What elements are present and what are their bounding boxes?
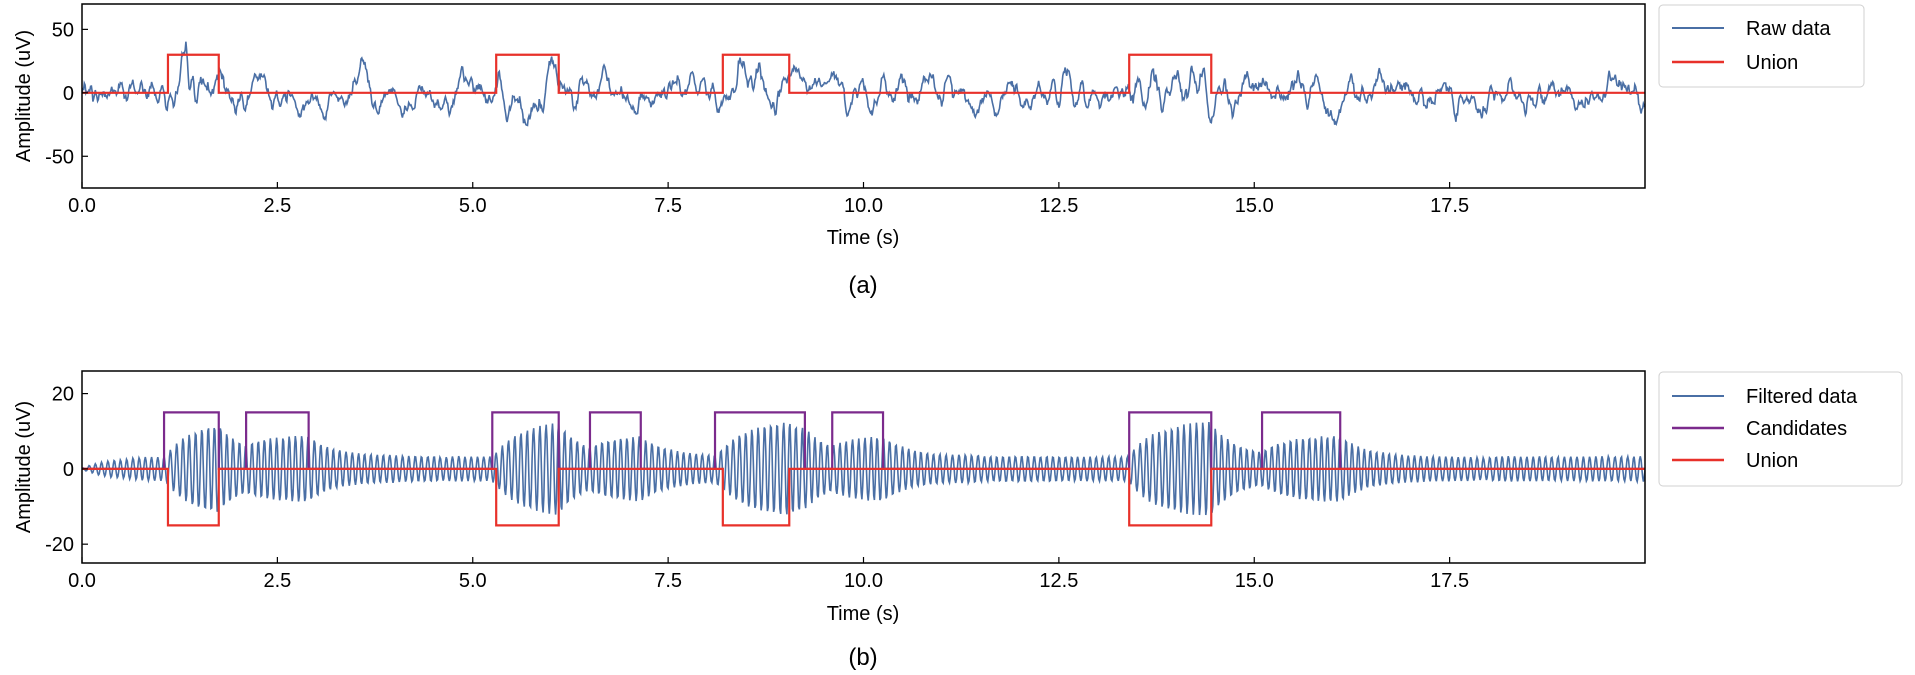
y-tick-label: -20 [45, 534, 74, 556]
panel-a-axes-frame [81, 3, 1646, 189]
panel-b-caption: (b) [848, 644, 877, 671]
panel-a-caption: (a) [848, 272, 877, 299]
x-tick-label: 15.0 [1235, 195, 1274, 217]
panel-a-ticks: 0.0 2.5 5.0 7.5 10.0 12.5 15.0 17.5 50 0 -50 [45, 19, 1469, 217]
panel-b-ylabel: Amplitude (uV) [13, 401, 35, 533]
panel-b-marks [82, 411, 1645, 527]
panel-a: 0.0 2.5 5.0 7.5 10.0 12.5 15.0 17.5 50 0 -50 Ampli… [13, 3, 1865, 299]
x-tick-label: 10.0 [844, 570, 883, 592]
panel-b-xlabel: Time (s) [827, 603, 900, 625]
legend-label-union: Union [1746, 52, 1798, 74]
y-tick-label: 50 [52, 19, 74, 41]
x-tick-label: 0.0 [68, 195, 96, 217]
legend-label-candidates: Candidates [1746, 418, 1847, 440]
panel-a-xlabel: Time (s) [827, 227, 900, 249]
legend-label-filtered-data: Filtered data [1746, 386, 1858, 408]
series-filtered-data [82, 421, 1645, 516]
panel-b-ticks: 0.0 2.5 5.0 7.5 10.0 12.5 15.0 17.5 20 0 -20 [45, 384, 1469, 592]
panel-a-legend: Raw data Union [1658, 4, 1865, 88]
x-tick-label: 17.5 [1430, 195, 1469, 217]
x-tick-label: 17.5 [1430, 570, 1469, 592]
legend-label-union: Union [1746, 450, 1798, 472]
legend-box [1658, 371, 1903, 487]
panel-a-marks [82, 41, 1645, 127]
series-union [82, 467, 1645, 527]
x-tick-label: 12.5 [1039, 195, 1078, 217]
y-tick-label: 20 [52, 384, 74, 406]
x-tick-label: 2.5 [263, 570, 291, 592]
x-tick-label: 2.5 [263, 195, 291, 217]
panel-b-legend: Filtered data Candidates Union [1658, 371, 1903, 487]
x-tick-label: 12.5 [1039, 570, 1078, 592]
x-tick-label: 0.0 [68, 570, 96, 592]
panel-b: 0.0 2.5 5.0 7.5 10.0 12.5 15.0 17.5 20 0 -20 Ampli… [13, 370, 1903, 671]
x-tick-label: 7.5 [654, 570, 682, 592]
y-tick-label: -50 [45, 146, 74, 168]
series-raw-data [82, 41, 1645, 127]
x-tick-label: 5.0 [459, 570, 487, 592]
y-tick-label: 0 [63, 83, 74, 105]
legend-box [1658, 4, 1865, 88]
panel-a-ylabel: Amplitude (uV) [13, 30, 35, 162]
series-union [82, 53, 1645, 94]
x-tick-label: 15.0 [1235, 570, 1274, 592]
legend-label-raw-data: Raw data [1746, 18, 1831, 40]
y-tick-label: 0 [63, 459, 74, 481]
x-tick-label: 5.0 [459, 195, 487, 217]
x-tick-label: 10.0 [844, 195, 883, 217]
x-tick-label: 7.5 [654, 195, 682, 217]
